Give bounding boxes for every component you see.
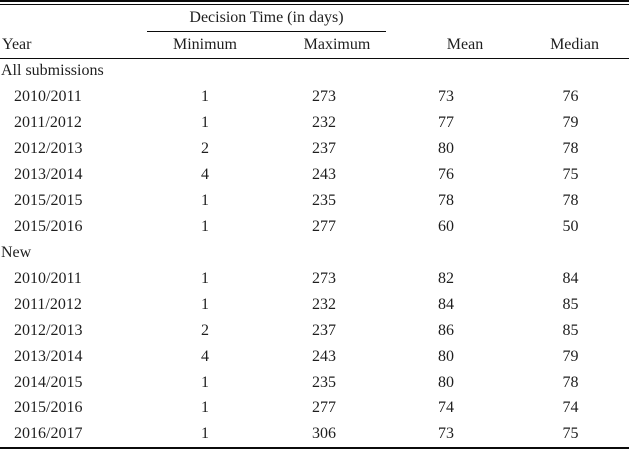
cell-mean: 86 [438, 321, 454, 339]
cell-maximum: 237 [312, 140, 336, 158]
cell-minimum: 1 [201, 399, 209, 417]
cell-mean: 77 [438, 114, 454, 132]
cell-maximum: 273 [312, 269, 336, 287]
table-row: 2011/2012 1 232 77 79 [0, 110, 629, 136]
cell-mean: 80 [438, 347, 454, 365]
cell-mean: 60 [438, 217, 454, 235]
cell-minimum: 1 [201, 425, 209, 443]
bottom-rule [0, 447, 629, 450]
cell-median: 76 [562, 88, 579, 106]
cell-median: 79 [562, 114, 579, 132]
spanner-cell: Decision Time (in days) [147, 5, 386, 32]
column-header-mean: Mean [446, 35, 484, 53]
cell-maximum: 277 [312, 399, 336, 417]
cell-mean: 74 [438, 399, 454, 417]
table-row: 2013/2014 4 243 80 79 [0, 344, 629, 370]
cell-year: 2012/2013 [14, 321, 83, 339]
cell-median: 85 [562, 321, 579, 339]
cell-median: 50 [562, 217, 579, 235]
cell-year: 2014/2015 [14, 373, 83, 391]
cell-mean: 76 [438, 166, 454, 184]
cell-maximum: 306 [312, 425, 336, 443]
column-header-maximum: Maximum [303, 35, 371, 53]
cell-minimum: 1 [201, 217, 209, 235]
cell-minimum: 1 [201, 295, 209, 313]
cell-year: 2015/2016 [14, 217, 83, 235]
cell-mean: 78 [438, 192, 454, 210]
cell-maximum: 235 [312, 192, 336, 210]
cell-maximum: 235 [312, 373, 336, 391]
cell-maximum: 232 [312, 114, 336, 132]
cell-maximum: 243 [312, 166, 336, 184]
cell-year: 2013/2014 [14, 166, 83, 184]
cell-maximum: 232 [312, 295, 336, 313]
cell-mean: 73 [438, 425, 454, 443]
table-row: 2010/2011 1 273 82 84 [0, 266, 629, 292]
cell-mean: 80 [438, 140, 454, 158]
cell-minimum: 1 [201, 373, 209, 391]
cell-median: 85 [562, 295, 579, 313]
header-row: Year Minimum Maximum Mean Median [0, 32, 629, 59]
table-row: 2012/2013 2 237 86 85 [0, 318, 629, 344]
cell-median: 74 [562, 399, 579, 417]
table-row: 2015/2016 1 277 60 50 [0, 214, 629, 240]
cell-year: 2011/2012 [14, 295, 82, 313]
cell-median: 79 [562, 347, 579, 365]
cell-year: 2010/2011 [14, 269, 82, 287]
cell-minimum: 1 [201, 192, 209, 210]
cell-mean: 80 [438, 373, 454, 391]
cell-year: 2016/2017 [14, 425, 83, 443]
section-label: All submissions [1, 62, 104, 80]
cell-minimum: 1 [201, 114, 209, 132]
cell-year: 2010/2011 [14, 88, 82, 106]
table-row: 2015/2016 1 277 74 74 [0, 395, 629, 421]
cell-maximum: 273 [312, 88, 336, 106]
cell-mean: 82 [438, 269, 454, 287]
cell-median: 78 [562, 192, 579, 210]
cell-minimum: 2 [201, 140, 209, 158]
spanner-row: Decision Time (in days) [0, 5, 629, 32]
cell-minimum: 4 [201, 347, 209, 365]
cell-maximum: 243 [312, 347, 336, 365]
cell-minimum: 1 [201, 269, 209, 287]
cell-median: 75 [562, 166, 579, 184]
cell-median: 84 [562, 269, 579, 287]
table-row: 2016/2017 1 306 73 75 [0, 421, 629, 447]
cell-median: 78 [562, 373, 579, 391]
section-row: New [0, 240, 629, 266]
cell-maximum: 237 [312, 321, 336, 339]
cell-year: 2015/2015 [14, 192, 83, 210]
cell-minimum: 4 [201, 166, 209, 184]
cell-minimum: 2 [201, 321, 209, 339]
table-row: 2010/2011 1 273 73 76 [0, 84, 629, 110]
table-row: 2011/2012 1 232 84 85 [0, 292, 629, 318]
cell-maximum: 277 [312, 217, 336, 235]
cell-year: 2012/2013 [14, 140, 83, 158]
cell-median: 78 [562, 140, 579, 158]
cell-minimum: 1 [201, 88, 209, 106]
column-header-year: Year [2, 35, 32, 53]
section-row: All submissions [0, 59, 629, 85]
spanner-label: Decision Time (in days) [189, 8, 344, 26]
column-header-median: Median [550, 35, 599, 53]
cell-year: 2011/2012 [14, 114, 82, 132]
table-row: 2015/2015 1 235 78 78 [0, 188, 629, 214]
table-row: 2012/2013 2 237 80 78 [0, 136, 629, 162]
top-double-rule [0, 0, 629, 5]
cell-mean: 84 [438, 295, 454, 313]
column-header-minimum: Minimum [172, 35, 237, 53]
cell-mean: 73 [438, 88, 454, 106]
section-label: New [1, 243, 32, 261]
table-row: 2014/2015 1 235 80 78 [0, 370, 629, 396]
cell-year: 2015/2016 [14, 399, 83, 417]
cell-median: 75 [562, 425, 579, 443]
table-row: 2013/2014 4 243 76 75 [0, 162, 629, 188]
table-body: All submissions 2010/2011 1 273 73 76 2011/201… [0, 59, 629, 448]
cell-year: 2013/2014 [14, 347, 83, 365]
